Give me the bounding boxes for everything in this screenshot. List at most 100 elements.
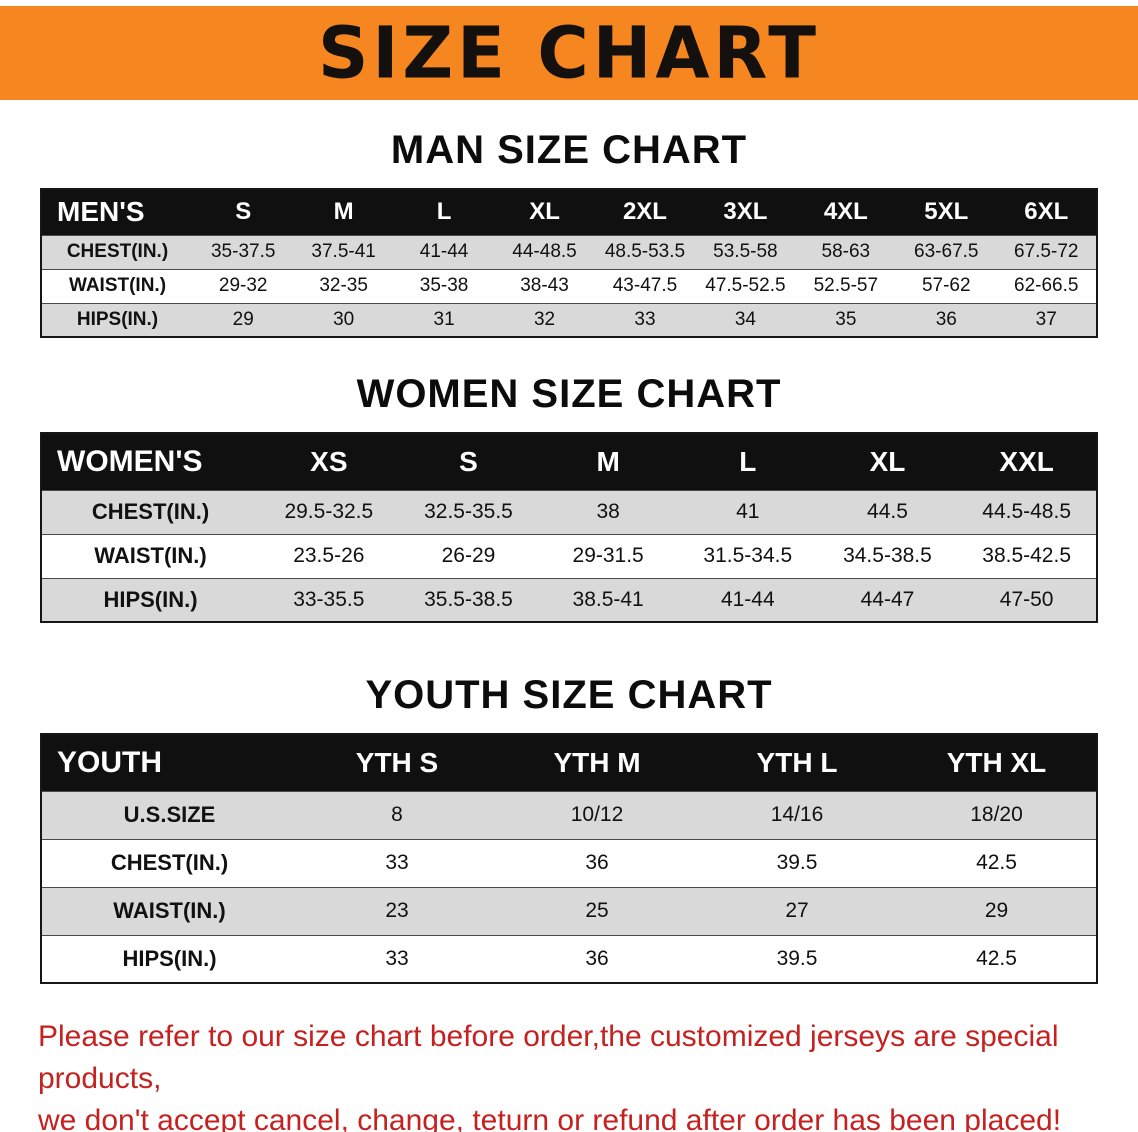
table-header-row: MEN'S S M L XL 2XL 3XL 4XL 5XL 6XL	[41, 189, 1097, 235]
table-row: WAIST(IN.) 23 25 27 29	[41, 886, 1097, 935]
column-header: YTH L	[697, 734, 897, 791]
cell-value: 29-32	[193, 268, 294, 303]
cell-value: 43-47.5	[594, 268, 696, 303]
cell-value: 44.5-48.5	[957, 489, 1097, 534]
cell-value: 37.5-41	[293, 234, 394, 269]
column-header: XL	[494, 189, 595, 235]
cell-value: 29	[897, 886, 1097, 935]
cell-value: 42.5	[897, 838, 1097, 887]
cell-value: 32	[494, 302, 595, 337]
cell-value: 29.5-32.5	[259, 489, 399, 534]
column-header: S	[193, 189, 294, 235]
table-corner-label: WOMEN'S	[41, 433, 259, 490]
column-header: L	[677, 433, 818, 490]
notice-line-1: Please refer to our size chart before or…	[38, 1020, 1059, 1095]
section-title-men: MAN SIZE CHART	[390, 128, 748, 172]
column-header: XL	[817, 433, 958, 490]
women-size-table: WOMEN'S XS S M L XL XXL CHEST(IN.) 29.5-32.5 32.5…	[40, 432, 1098, 623]
cell-value: 35-37.5	[193, 234, 294, 269]
cell-value: 36	[896, 302, 997, 337]
column-header: 3XL	[695, 189, 796, 235]
cell-value: 42.5	[897, 934, 1097, 983]
table-row: WAIST(IN.) 29-32 32-35 35-38 38-43 43-47.5 47.…	[41, 268, 1097, 303]
cell-value: 35	[795, 302, 897, 337]
section-title-youth: YOUTH SIZE CHART	[365, 673, 773, 717]
row-label: HIPS(IN.)	[41, 577, 259, 622]
cell-value: 31	[393, 302, 495, 337]
cell-value: 8	[297, 790, 497, 839]
cell-value: 52.5-57	[795, 268, 897, 303]
notice-line-2: we don't accept cancel, change, teturn o…	[38, 1104, 1062, 1132]
table-row: HIPS(IN.) 33-35.5 35.5-38.5 38.5-41 41-44 44-…	[41, 577, 1097, 622]
cell-value: 44-47	[817, 577, 958, 622]
table-corner-label: MEN'S	[41, 189, 193, 235]
cell-value: 27	[697, 886, 897, 935]
column-header: M	[538, 433, 678, 490]
cell-value: 47-50	[957, 577, 1097, 622]
table-header-row: YOUTH YTH S YTH M YTH L YTH XL	[41, 734, 1097, 791]
cell-value: 14/16	[697, 790, 897, 839]
column-header: 4XL	[795, 189, 897, 235]
section-women: WOMEN SIZE CHART WOMEN'S XS S M L XL XXL CHEST(…	[0, 372, 1138, 623]
row-label: HIPS(IN.)	[41, 934, 297, 983]
row-label: U.S.SIZE	[41, 790, 297, 839]
cell-value: 25	[497, 886, 697, 935]
cell-value: 32.5-35.5	[398, 489, 539, 534]
cell-value: 58-63	[795, 234, 897, 269]
cell-value: 29-31.5	[538, 533, 678, 578]
cell-value: 37	[996, 302, 1097, 337]
row-label: CHEST(IN.)	[41, 838, 297, 887]
men-size-table: MEN'S S M L XL 2XL 3XL 4XL 5XL 6XL CHEST(IN.) 35-37…	[40, 188, 1098, 338]
section-title-women: WOMEN SIZE CHART	[356, 372, 782, 416]
section-men: MAN SIZE CHART MEN'S S M L XL 2XL 3XL 4XL 5XL 6XL…	[0, 128, 1138, 338]
banner: SIZE CHART	[0, 6, 1138, 100]
table-row: CHEST(IN.) 29.5-32.5 32.5-35.5 38 41 44.5 44.5…	[41, 489, 1097, 534]
cell-value: 39.5	[697, 838, 897, 887]
cell-value: 41-44	[677, 577, 818, 622]
column-header: 2XL	[594, 189, 696, 235]
cell-value: 57-62	[896, 268, 997, 303]
cell-value: 39.5	[697, 934, 897, 983]
section-youth: YOUTH SIZE CHART YOUTH YTH S YTH M YTH L YTH…	[0, 673, 1138, 984]
cell-value: 48.5-53.5	[594, 234, 696, 269]
table-row: CHEST(IN.) 33 36 39.5 42.5	[41, 838, 1097, 887]
cell-value: 35-38	[393, 268, 495, 303]
table-row: CHEST(IN.) 35-37.5 37.5-41 41-44 44-48.5 48.5…	[41, 234, 1097, 269]
cell-value: 33	[594, 302, 696, 337]
cell-value: 38.5-42.5	[957, 533, 1097, 578]
cell-value: 31.5-34.5	[677, 533, 818, 578]
cell-value: 38	[538, 489, 678, 534]
table-row: HIPS(IN.) 33 36 39.5 42.5	[41, 934, 1097, 983]
cell-value: 36	[497, 838, 697, 887]
cell-value: 41	[677, 489, 818, 534]
table-corner-label: YOUTH	[41, 734, 297, 791]
cell-value: 47.5-52.5	[695, 268, 796, 303]
size-chart-page: SIZE CHART MAN SIZE CHART MEN'S S M L XL 2XL 3…	[0, 6, 1138, 1132]
table-row: HIPS(IN.) 29 30 31 32 33 34 35 36 37	[41, 302, 1097, 337]
footer-notice: Please refer to our size chart before or…	[0, 1016, 1138, 1132]
cell-value: 30	[293, 302, 394, 337]
row-label: WAIST(IN.)	[41, 533, 259, 578]
column-header: S	[398, 433, 539, 490]
cell-value: 26-29	[398, 533, 539, 578]
row-label: WAIST(IN.)	[41, 268, 193, 303]
cell-value: 33	[297, 838, 497, 887]
cell-value: 63-67.5	[896, 234, 997, 269]
table-header-row: WOMEN'S XS S M L XL XXL	[41, 433, 1097, 490]
column-header: XXL	[957, 433, 1097, 490]
column-header: L	[393, 189, 495, 235]
cell-value: 35.5-38.5	[398, 577, 539, 622]
cell-value: 36	[497, 934, 697, 983]
cell-value: 44.5	[817, 489, 958, 534]
cell-value: 34	[695, 302, 796, 337]
cell-value: 10/12	[497, 790, 697, 839]
row-label: CHEST(IN.)	[41, 234, 193, 269]
cell-value: 38-43	[494, 268, 595, 303]
cell-value: 23.5-26	[259, 533, 399, 578]
cell-value: 41-44	[393, 234, 495, 269]
cell-value: 34.5-38.5	[817, 533, 958, 578]
youth-size-table: YOUTH YTH S YTH M YTH L YTH XL U.S.SIZE 8 10/12…	[40, 733, 1098, 984]
table-row: WAIST(IN.) 23.5-26 26-29 29-31.5 31.5-34.5 34…	[41, 533, 1097, 578]
cell-value: 38.5-41	[538, 577, 678, 622]
column-header: YTH M	[497, 734, 697, 791]
